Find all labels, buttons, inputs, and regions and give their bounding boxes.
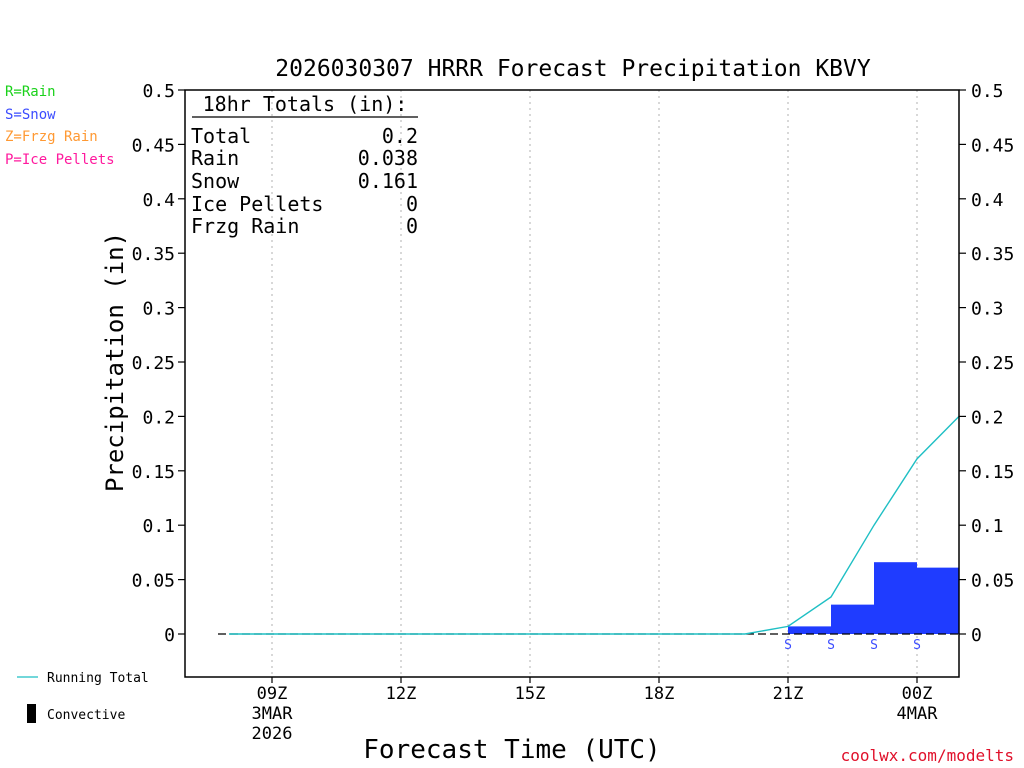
totals-ice-pellets-label: Ice Pellets (191, 192, 323, 216)
running-total-legend-label: Running Total (47, 671, 149, 686)
y-tick-label-left: 0.3 (142, 299, 175, 320)
totals-frzg-rain-label: Frzg Rain (191, 214, 299, 238)
x-tick-date: 3MAR (252, 704, 294, 724)
y-tick-label-left: 0.4 (142, 190, 175, 211)
y-tick-label-right: 0.4 (971, 190, 1004, 211)
totals-rain-label: Rain (191, 146, 239, 170)
ptype-legend-rain: R=Rain (5, 84, 56, 100)
totals-frzg-rain-value: 0 (406, 214, 418, 238)
x-tick-label: 00Z (902, 684, 933, 704)
ptype-legend-snow: S=Snow (5, 107, 56, 123)
totals-heading: 18hr Totals (in): (203, 92, 408, 116)
ptype-legend-ice-pellets: P=Ice Pellets (5, 152, 115, 168)
precip-bar-s (831, 604, 874, 634)
y-tick-label-right: 0.35 (971, 244, 1014, 265)
totals-ice-pellets-value: 0 (406, 192, 418, 216)
x-tick-date: 4MAR (897, 704, 939, 724)
credit-text: coolwx.com/modelts (841, 746, 1014, 765)
convective-legend-label: Convective (47, 708, 125, 723)
y-tick-label-right: 0.15 (971, 462, 1014, 483)
x-tick-label: 18Z (644, 684, 675, 704)
precip-bar-s (917, 567, 959, 634)
y-tick-label-left: 0.1 (142, 516, 175, 537)
y-tick-label-left: 0.35 (132, 244, 175, 265)
y-axis-label: Precipitation (in) (101, 232, 129, 492)
y-tick-label-right: 0.3 (971, 299, 1004, 320)
y-tick-label-left: 0 (164, 625, 175, 646)
totals-box: 18hr Totals (in): Total 0.2 Rain 0.038 S… (191, 92, 418, 238)
totals-snow-label: Snow (191, 169, 240, 193)
y-tick-label-right: 0.25 (971, 353, 1014, 374)
y-tick-label-left: 0.45 (132, 135, 175, 156)
y-tick-label-right: 0.5 (971, 81, 1004, 102)
ptype-marker-s: S (827, 638, 835, 653)
convective-legend-swatch (27, 704, 36, 723)
precip-bars (788, 562, 959, 634)
vertical-grid (271, 90, 918, 677)
ptype-marker-s: S (870, 638, 878, 653)
series-legend: Running Total Convective (17, 671, 149, 723)
x-tick-label: 12Z (386, 684, 417, 704)
y-tick-label-right: 0.1 (971, 516, 1004, 537)
chart-title: 2026030307 HRRR Forecast Precipitation K… (275, 56, 871, 82)
y-tick-label-left: 0.5 (142, 81, 175, 102)
y-tick-label-right: 0.05 (971, 571, 1014, 592)
y-tick-label-left: 0.2 (142, 407, 175, 428)
totals-total-value: 0.2 (382, 124, 418, 148)
x-axis-label: Forecast Time (UTC) (363, 735, 660, 765)
ptype-marker-s: S (913, 638, 921, 653)
totals-rain-value: 0.038 (358, 146, 418, 170)
y-tick-label-left: 0.25 (132, 353, 175, 374)
ptype-legend-frzg-rain: Z=Frzg Rain (5, 129, 98, 145)
totals-snow-value: 0.161 (358, 169, 418, 193)
running-total-line (229, 415, 960, 635)
precip-bar-s (788, 626, 831, 634)
x-tick-year: 2026 (252, 724, 293, 744)
y-axis-right: 0.5 0.45 0.4 0.35 0.3 0.25 0.2 0.15 0.1 0.05 0 (959, 81, 1014, 646)
x-tick-label: 15Z (515, 684, 546, 704)
ptype-legend: R=Rain S=Snow Z=Frzg Rain P=Ice Pellets (5, 84, 115, 168)
plot-frame (184, 89, 960, 678)
running-total-series (229, 415, 960, 635)
precip-bar-s (874, 562, 917, 634)
totals-total-label: Total (191, 124, 251, 148)
x-tick-label: 21Z (773, 684, 804, 704)
y-tick-label-right: 0.2 (971, 407, 1004, 428)
y-tick-label-right: 0 (971, 625, 982, 646)
ptype-marker-s: S (784, 638, 792, 653)
y-axis-left: 0.5 0.45 0.4 0.35 0.3 0.25 0.2 0.15 0.1 0.05 0 (132, 81, 185, 646)
y-tick-label-left: 0.15 (132, 462, 175, 483)
y-tick-label-left: 0.05 (132, 571, 175, 592)
x-tick-label: 09Z (257, 684, 288, 704)
y-tick-label-right: 0.45 (971, 135, 1014, 156)
